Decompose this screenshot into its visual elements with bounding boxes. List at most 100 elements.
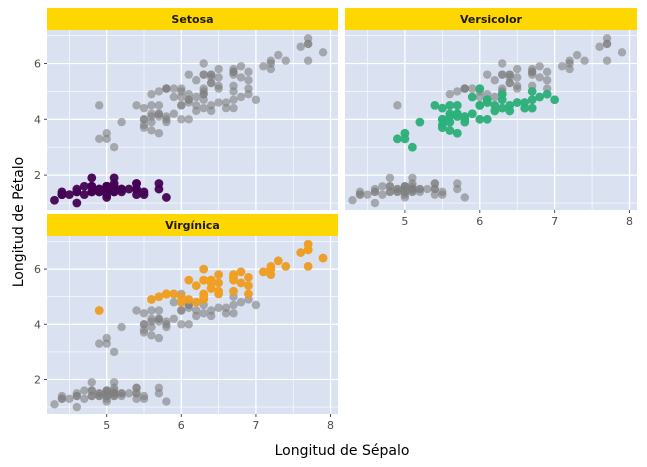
background-point bbox=[214, 81, 223, 91]
background-point bbox=[244, 67, 253, 77]
background-point bbox=[184, 89, 193, 99]
background-point bbox=[296, 42, 305, 51]
background-point bbox=[460, 84, 469, 93]
virginica-point bbox=[214, 270, 224, 280]
y-tick-label: 2 bbox=[34, 374, 41, 387]
versicolor-point bbox=[437, 114, 447, 124]
background-point bbox=[229, 81, 238, 91]
setosa-point bbox=[139, 190, 149, 200]
background-point bbox=[221, 309, 231, 318]
background-point bbox=[117, 322, 126, 332]
x-tick-label: 8 bbox=[626, 215, 633, 228]
versicolor-point bbox=[407, 142, 417, 152]
setosa-point bbox=[72, 187, 82, 197]
background-point bbox=[154, 129, 164, 138]
background-point bbox=[95, 391, 104, 401]
background-point bbox=[565, 64, 574, 74]
background-point bbox=[184, 303, 193, 312]
background-point bbox=[80, 394, 89, 404]
virginica-point bbox=[318, 253, 328, 263]
background-point bbox=[65, 394, 74, 404]
versicolor-point bbox=[445, 100, 455, 110]
background-point bbox=[169, 109, 179, 118]
versicolor-point bbox=[452, 100, 462, 110]
background-point bbox=[109, 386, 119, 395]
versicolor-point bbox=[550, 95, 560, 105]
facet-strip bbox=[47, 214, 338, 236]
background-point bbox=[378, 190, 387, 199]
versicolor-point bbox=[460, 114, 470, 124]
background-point bbox=[154, 306, 164, 315]
versicolor-point bbox=[452, 128, 462, 138]
background-point bbox=[72, 391, 82, 401]
background-point bbox=[318, 48, 328, 57]
facet-panel-setosa: Setosa 2 4 6 bbox=[34, 8, 338, 210]
facet-title: Setosa bbox=[171, 13, 213, 26]
background-point bbox=[303, 56, 313, 65]
x-tick-label: 7 bbox=[551, 215, 558, 228]
x-tick-label: 7 bbox=[252, 419, 259, 432]
setosa-point bbox=[109, 173, 119, 183]
background-point bbox=[281, 56, 290, 65]
versicolor-point bbox=[535, 92, 545, 102]
background-point bbox=[154, 112, 164, 121]
background-point bbox=[169, 84, 179, 93]
background-point bbox=[132, 306, 141, 315]
facet-panel-virginica: Virgínica 2 4 6 5 6 7 8 bbox=[34, 214, 338, 432]
background-point bbox=[498, 59, 507, 68]
y-tick-label: 4 bbox=[34, 113, 41, 126]
background-point bbox=[169, 298, 179, 307]
virginica-point bbox=[244, 289, 253, 299]
virginica-point bbox=[303, 245, 313, 255]
virginica-point bbox=[147, 295, 156, 304]
background-point bbox=[438, 190, 447, 199]
versicolor-point bbox=[512, 98, 522, 107]
virginica-point bbox=[199, 275, 209, 285]
background-point bbox=[468, 84, 477, 93]
versicolor-point bbox=[527, 103, 537, 113]
background-point bbox=[109, 378, 119, 387]
background-point bbox=[393, 101, 402, 110]
virginica-point bbox=[229, 286, 238, 296]
background-point bbox=[147, 89, 156, 99]
background-point bbox=[453, 179, 462, 188]
background-point bbox=[490, 76, 499, 85]
virginica-point bbox=[94, 306, 104, 315]
background-point bbox=[385, 173, 395, 183]
virginica-point bbox=[258, 267, 268, 277]
background-point bbox=[423, 184, 432, 194]
background-point bbox=[378, 182, 387, 191]
background-point bbox=[498, 70, 507, 79]
versicolor-point bbox=[497, 89, 507, 99]
background-point bbox=[513, 73, 522, 82]
background-point bbox=[236, 62, 246, 71]
virginica-point bbox=[236, 278, 246, 288]
setosa-point bbox=[79, 190, 89, 200]
background-point bbox=[199, 103, 208, 113]
background-point bbox=[95, 134, 104, 144]
background-point bbox=[206, 106, 216, 116]
background-point bbox=[147, 331, 156, 340]
background-point bbox=[199, 70, 208, 79]
setosa-point bbox=[132, 184, 141, 194]
virginica-point bbox=[169, 289, 179, 299]
virginica-point bbox=[296, 248, 306, 257]
background-point bbox=[572, 50, 582, 60]
versicolor-point bbox=[527, 95, 537, 105]
background-point bbox=[192, 106, 201, 116]
background-point bbox=[363, 190, 372, 199]
background-point bbox=[102, 134, 111, 144]
virginica-point bbox=[214, 278, 224, 288]
background-point bbox=[460, 193, 469, 202]
background-point bbox=[408, 182, 417, 191]
virginica-point bbox=[244, 281, 253, 291]
background-point bbox=[147, 109, 156, 118]
y-tick-label: 6 bbox=[34, 57, 41, 70]
background-point bbox=[244, 76, 253, 85]
background-point bbox=[199, 87, 208, 96]
virginica-point bbox=[206, 278, 216, 288]
versicolor-point bbox=[505, 106, 515, 116]
background-point bbox=[87, 391, 96, 401]
background-point bbox=[475, 92, 484, 102]
